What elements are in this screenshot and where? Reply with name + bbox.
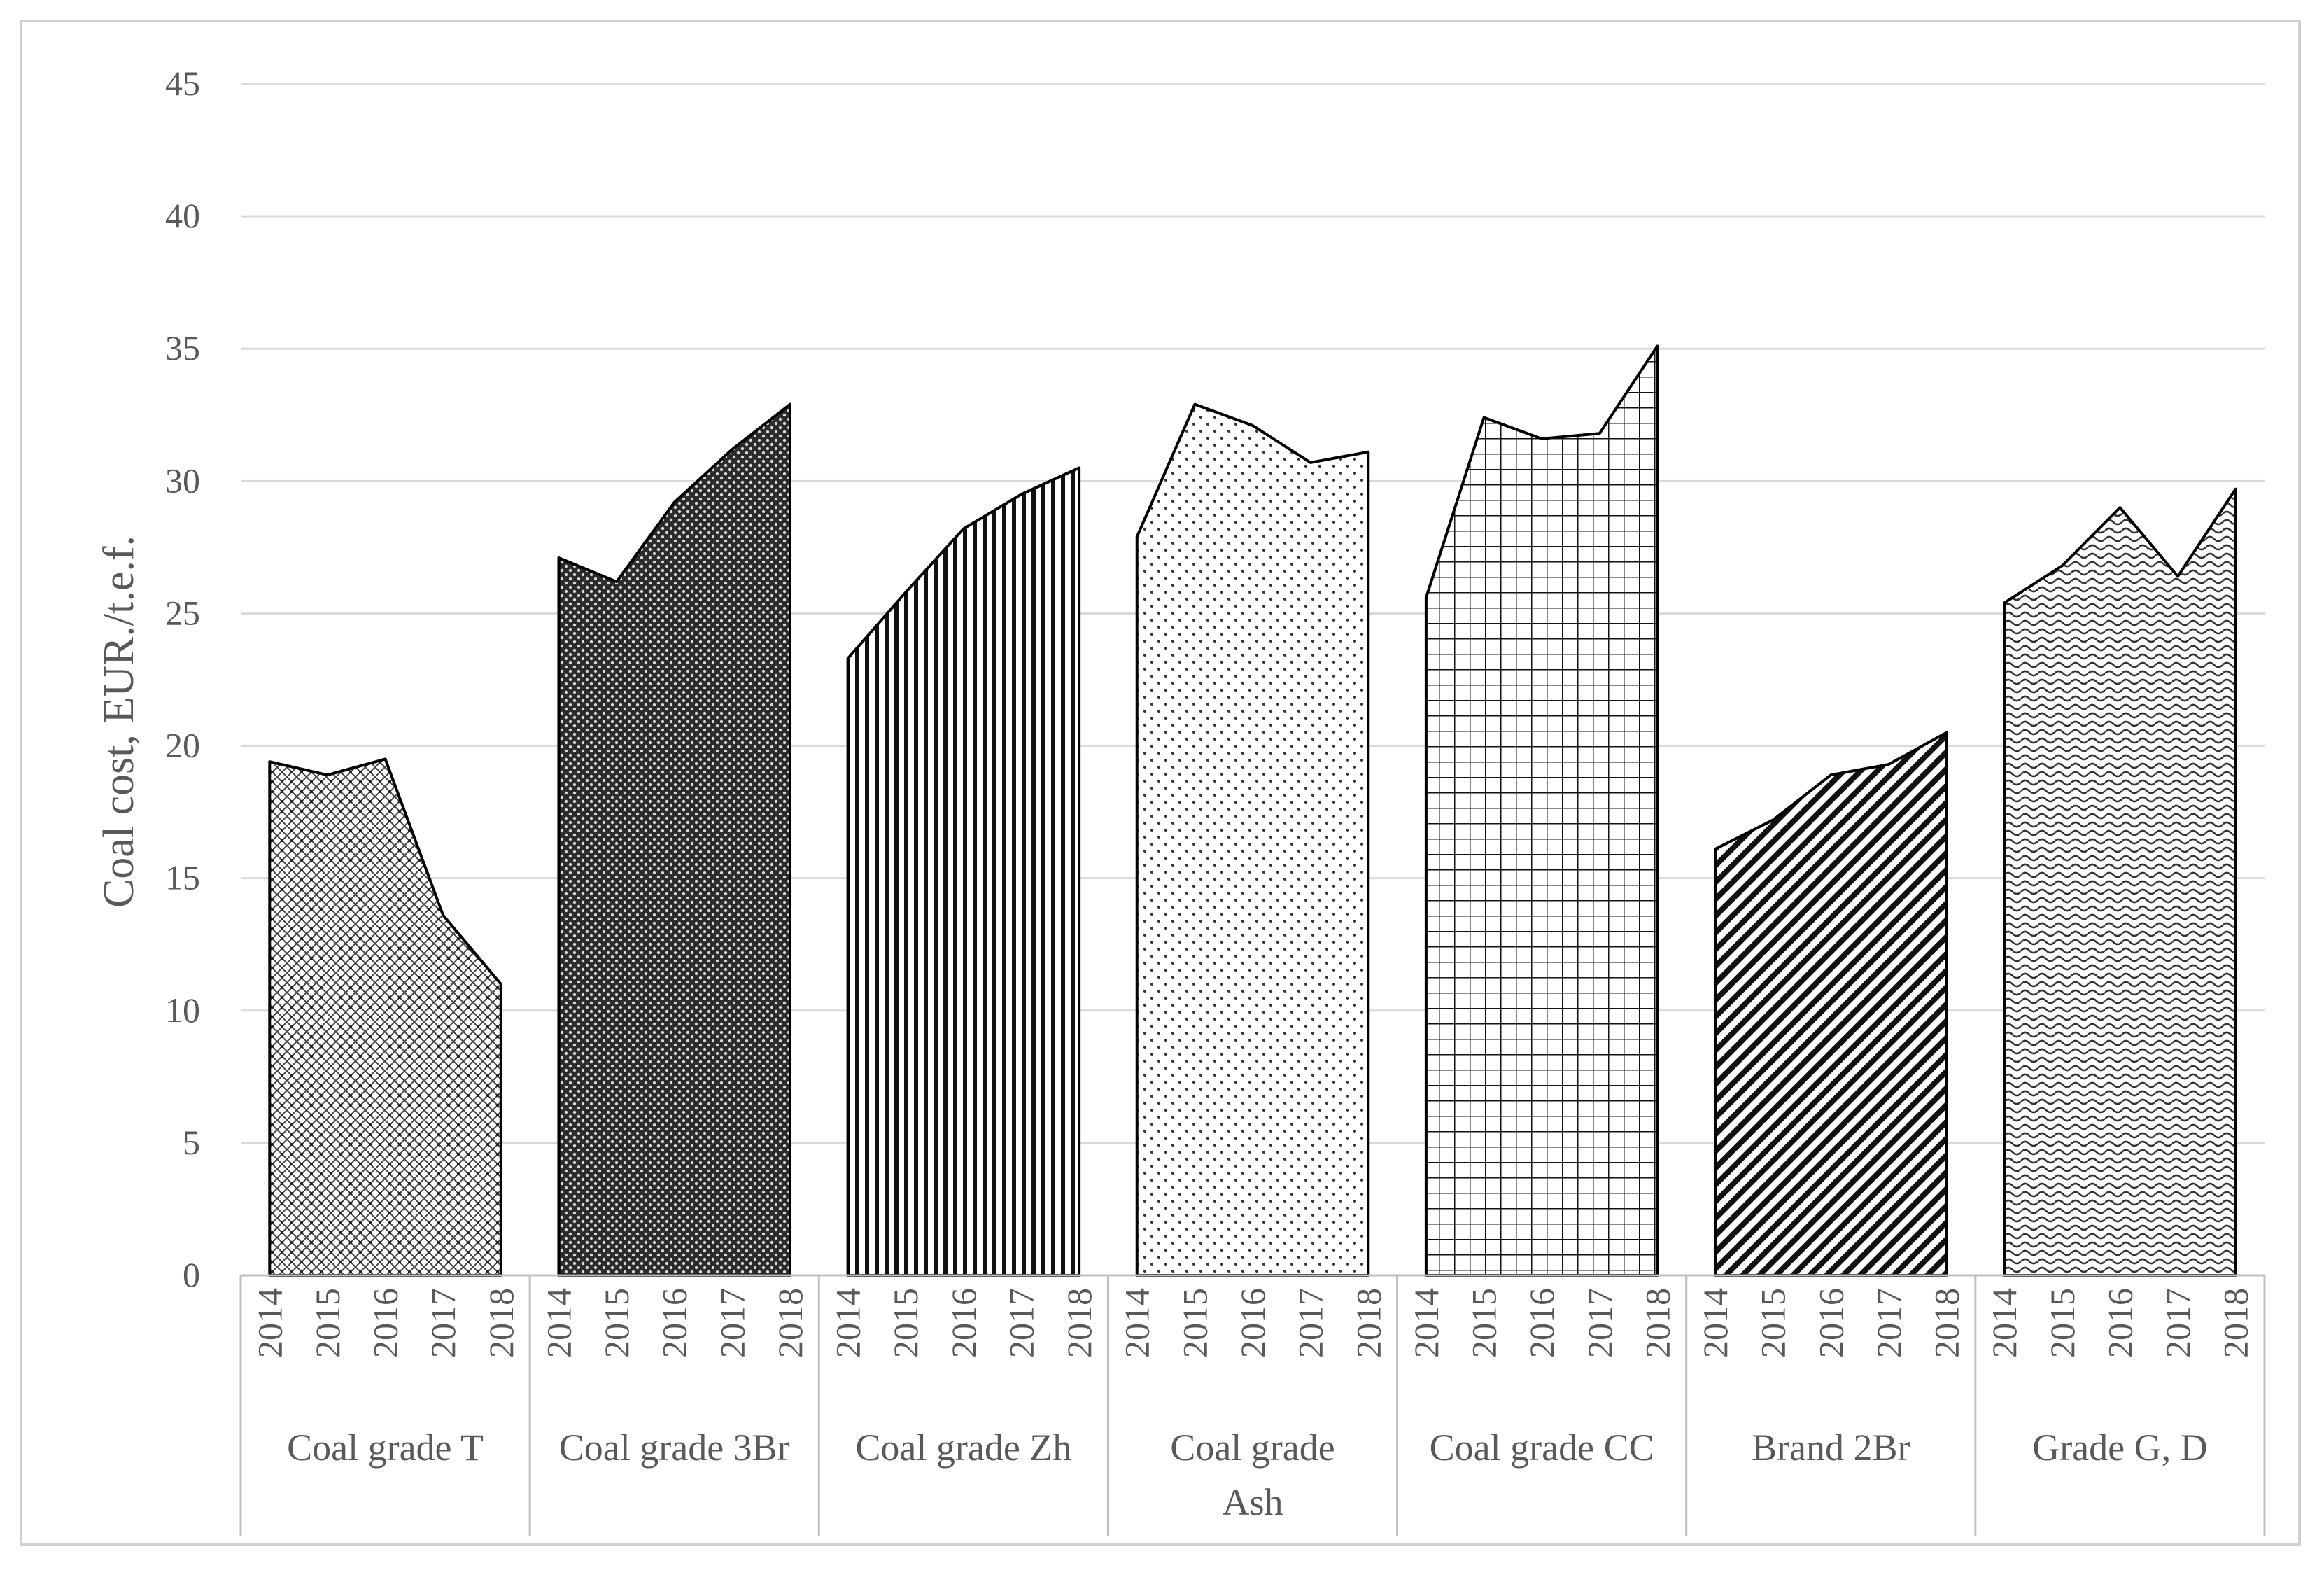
x-tick-year-3-2017: 2017 [1291,1288,1330,1358]
x-tick-year-4-2018: 2018 [1638,1288,1677,1358]
x-tick-year-6-2016: 2016 [2100,1288,2139,1358]
group-label-6: Grade G, D [2032,1427,2207,1469]
x-tick-year-4-2016: 2016 [1522,1288,1561,1358]
y-axis-label: Coal cost, EUR./t.e.f. [95,535,143,908]
x-tick-year-5-2017: 2017 [1869,1288,1908,1358]
x-tick-year-0-2016: 2016 [366,1288,405,1358]
y-tick-label-35: 35 [165,328,200,367]
x-tick-year-5-2015: 2015 [1754,1288,1793,1358]
area-coal-grade-zh [846,466,1081,1277]
y-tick-label-20: 20 [165,726,200,765]
y-tick-label-30: 30 [165,461,200,500]
group-label-2: Coal grade Zh [855,1427,1071,1469]
y-axis-ticks: 0 5 10 15 20 25 30 35 40 45 [165,64,200,1294]
x-tick-year-4-2014: 2014 [1407,1288,1446,1358]
area-coal-grade-3br [557,402,791,1277]
x-tick-year-2-2017: 2017 [1001,1288,1041,1358]
x-tick-year-6-2018: 2018 [2216,1288,2255,1358]
x-tick-year-5-2016: 2016 [1811,1288,1850,1358]
y-tick-label-40: 40 [165,196,200,235]
x-tick-year-3-2014: 2014 [1118,1288,1157,1358]
x-tick-year-2-2014: 2014 [829,1288,868,1358]
area-grade-g-d [2003,487,2237,1277]
y-tick-label-15: 15 [165,858,200,897]
x-tick-year-1-2016: 2016 [655,1288,694,1358]
x-tick-year-6-2017: 2017 [2158,1288,2197,1358]
group-label-1: Coal grade 3Br [559,1427,790,1469]
x-tick-year-0-2015: 2015 [308,1288,347,1358]
x-tick-year-6-2015: 2015 [2043,1288,2082,1358]
x-tick-year-6-2014: 2014 [1985,1288,2024,1358]
x-tick-year-4-2015: 2015 [1465,1288,1504,1358]
y-tick-label-10: 10 [165,990,200,1030]
x-tick-year-5-2018: 2018 [1927,1288,1966,1358]
x-tick-year-1-2018: 2018 [770,1288,810,1358]
area-brand-2br [1714,731,1948,1277]
x-tick-year-3-2018: 2018 [1348,1288,1388,1358]
area-coal-grade-ash [1135,402,1370,1277]
area-coal-grade-t [268,757,502,1277]
x-tick-year-2-2016: 2016 [944,1288,983,1358]
chart-frame: 0 5 10 15 20 25 30 35 40 45 2014 2015 2016 2017 2018 C… [20,20,2301,1546]
x-tick-year-0-2017: 2017 [423,1288,463,1358]
x-tick-year-4-2017: 2017 [1580,1288,1619,1358]
y-tick-label-5: 5 [183,1123,200,1162]
x-tick-year-3-2015: 2015 [1175,1288,1214,1358]
x-tick-year-2-2015: 2015 [886,1288,925,1358]
group-label-3: Coal grade [1170,1427,1334,1469]
group-label-0: Coal grade T [287,1427,484,1469]
x-tick-year-1-2014: 2014 [539,1288,578,1358]
y-tick-label-25: 25 [165,593,200,632]
x-tick-year-1-2015: 2015 [597,1288,636,1358]
x-axis [239,1274,2266,1536]
x-tick-year-0-2018: 2018 [481,1288,521,1358]
group-label-3-line-1: Ash [1222,1481,1283,1523]
group-label-4: Coal grade CC [1430,1427,1654,1469]
x-tick-year-1-2017: 2017 [712,1288,752,1358]
x-tick-year-2-2018: 2018 [1059,1288,1099,1358]
group-label-5: Brand 2Br [1752,1427,1910,1469]
data-areas [268,344,2237,1277]
x-tick-year-0-2014: 2014 [250,1288,289,1358]
coal-cost-chart: 0 5 10 15 20 25 30 35 40 45 2014 2015 2016 2017 2018 C… [95,64,2266,1536]
y-tick-label-0: 0 [183,1255,200,1294]
x-tick-year-3-2016: 2016 [1233,1288,1272,1358]
y-tick-label-45: 45 [165,64,200,103]
x-tick-year-5-2014: 2014 [1696,1288,1735,1358]
x-axis-labels: 2014 2015 2016 2017 2018 Coal grade T 2014 2015… [250,1288,2255,1523]
area-coal-grade-cc [1424,344,1659,1277]
